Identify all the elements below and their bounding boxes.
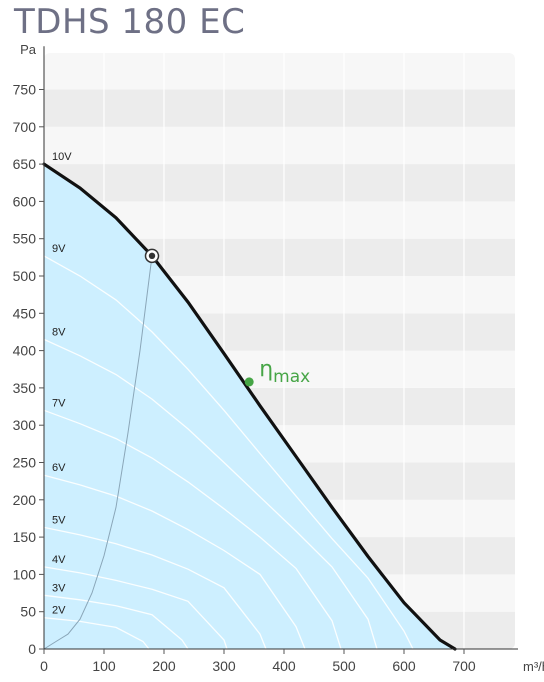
grid-band — [44, 126, 515, 165]
chart-title: TDHS 180 EC — [14, 2, 246, 42]
y-tick-label: 150 — [13, 529, 37, 545]
voltage-label-8v: 8V — [52, 326, 66, 338]
voltage-label-7v: 7V — [52, 397, 66, 409]
fan-curve-line — [42, 162, 457, 651]
x-tick-label: 700 — [452, 658, 476, 674]
system-curve-line — [43, 255, 153, 650]
tick-labels: 0 50 100 150 200 250 300 350 400 450 500 550 600 650 7… — [13, 42, 544, 674]
eta-max-marker — [244, 377, 254, 387]
voltage-label-4v: 4V — [52, 554, 66, 566]
voltage-curve-7v — [43, 409, 342, 650]
x-tick-label: 100 — [92, 658, 116, 674]
x-tick-label: 600 — [392, 658, 416, 674]
x-axis-label: m³/h — [523, 659, 544, 674]
x-tick-label: 500 — [332, 658, 356, 674]
axes — [43, 46, 518, 650]
x-tick-label: 300 — [212, 658, 236, 674]
voltage-label-9v: 9V — [52, 243, 66, 255]
grid-band — [44, 89, 515, 127]
x-tick-label: 0 — [40, 658, 48, 674]
y-tick-label: 200 — [13, 492, 37, 508]
voltage-label-5v: 5V — [52, 514, 66, 526]
voltage-curve-4v — [43, 566, 228, 650]
voltage-label-6v: 6V — [52, 462, 66, 474]
voltage-curves — [43, 255, 414, 650]
x-tick-label: 200 — [152, 658, 176, 674]
voltage-label-10v: 10V — [52, 151, 72, 163]
y-tick-label: 650 — [13, 156, 37, 172]
voltage-curve-9v — [43, 255, 414, 650]
operating-area-fill — [44, 164, 455, 649]
y-tick-label: 350 — [13, 380, 37, 396]
y-tick-label: 450 — [13, 305, 37, 321]
grid-band — [44, 53, 515, 90]
system-curve — [43, 255, 153, 650]
y-tick-label: 400 — [13, 343, 37, 359]
operating-area — [44, 164, 455, 649]
voltage-label-2v: 2V — [52, 605, 66, 617]
operating-point-dot — [148, 252, 156, 260]
y-tick-label: 500 — [13, 268, 37, 284]
voltage-curve-8v — [43, 338, 378, 650]
y-tick-label: 750 — [13, 82, 37, 98]
y-tick-label: 550 — [13, 231, 37, 247]
y-tick-label: 700 — [13, 119, 37, 135]
y-tick-label: 0 — [28, 641, 36, 657]
y-axis-label: Pa — [20, 42, 37, 57]
grid-band — [44, 164, 515, 202]
y-tick-label: 300 — [13, 417, 37, 433]
y-tick-label: 100 — [13, 566, 37, 582]
voltage-curve-2v — [43, 617, 150, 650]
voltage-curve-5v — [43, 526, 267, 650]
y-tick-label: 50 — [20, 604, 36, 620]
y-tick-label: 250 — [13, 455, 37, 471]
voltage-curve-6v — [43, 474, 306, 650]
x-tick-label: 400 — [272, 658, 296, 674]
voltage-label-3v: 3V — [52, 582, 66, 594]
fan-curve-10v — [42, 162, 457, 651]
voltage-curve-3v — [43, 594, 189, 650]
voltage-labels: 10V 9V 8V 7V 6V 5V 4V 3V 2V — [52, 151, 72, 617]
y-tick-label: 600 — [13, 193, 37, 209]
